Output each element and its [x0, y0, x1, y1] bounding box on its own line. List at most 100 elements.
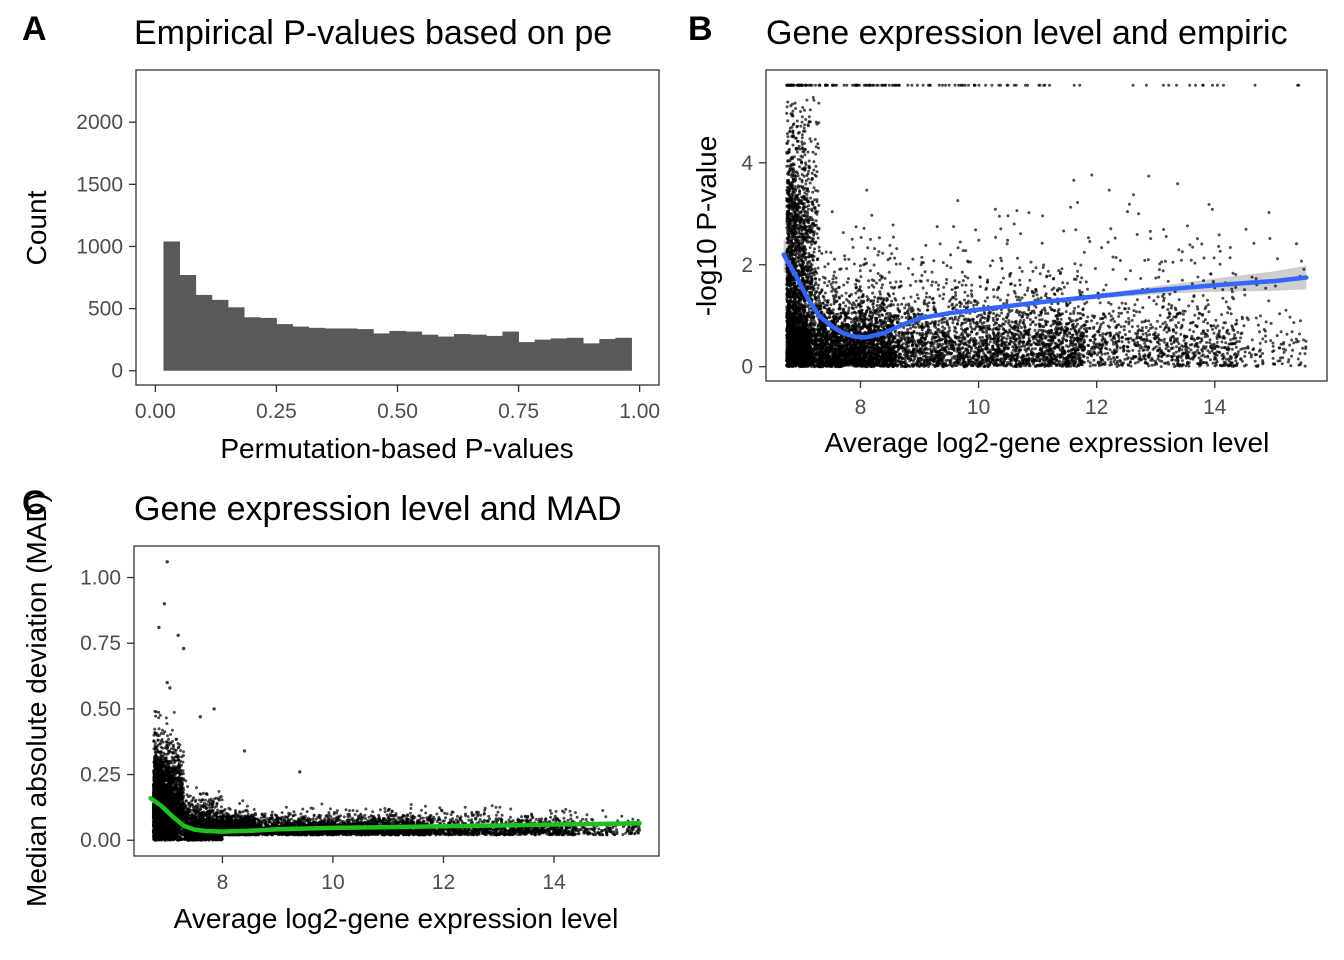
scatter-point — [880, 286, 884, 290]
scatter-point — [1127, 202, 1131, 206]
scatter-point — [941, 317, 945, 321]
scatter-point — [1118, 259, 1122, 262]
scatter-point — [1139, 277, 1143, 280]
scatter-point — [955, 330, 958, 334]
scatter-point — [1132, 338, 1136, 342]
scatter-point — [872, 279, 876, 283]
scatter-point — [1156, 295, 1160, 299]
scatter-point — [972, 321, 976, 325]
scatter-point — [1256, 323, 1260, 327]
scatter-point — [953, 279, 957, 283]
scatter-point — [1201, 294, 1205, 297]
scatter-point — [1017, 295, 1021, 299]
scatter-point — [909, 310, 913, 313]
scatter-point — [924, 355, 928, 359]
scatter-point — [1059, 317, 1063, 321]
scatter-point — [1239, 332, 1243, 336]
scatter-point — [1303, 352, 1307, 356]
scatter-point — [983, 299, 987, 303]
scatter-point — [834, 276, 838, 280]
scatter-point — [1226, 305, 1230, 309]
scatter-point — [1012, 83, 1016, 87]
scatter-point — [791, 131, 795, 135]
scatter-point — [944, 281, 948, 285]
scatter-point — [968, 322, 972, 326]
scatter-point — [931, 296, 935, 300]
scatter-point — [1172, 352, 1176, 355]
x-tick-label: 1.00 — [619, 400, 660, 423]
scatter-point — [1032, 309, 1036, 313]
scatter-point — [920, 312, 924, 316]
scatter-point — [813, 247, 816, 251]
histogram-bar — [518, 342, 536, 371]
scatter-point — [1132, 314, 1136, 318]
scatter-point — [1284, 308, 1288, 312]
scatter-point — [1200, 332, 1204, 336]
y-tick-label: 1000 — [76, 235, 123, 258]
scatter-point — [812, 168, 816, 172]
scatter-point — [947, 347, 951, 351]
panel-letter-b: B — [688, 10, 713, 48]
y-tick-label: 2000 — [76, 111, 123, 134]
scatter-point — [1234, 273, 1238, 276]
scatter-point — [1071, 322, 1075, 326]
scatter-point — [900, 315, 904, 319]
scatter-point — [816, 266, 820, 270]
scatter-point — [1224, 321, 1227, 325]
scatter-point — [1080, 276, 1084, 280]
scatter-point — [808, 246, 812, 250]
scatter-point — [842, 301, 845, 305]
scatter-point — [1288, 315, 1292, 319]
scatter-point — [871, 303, 875, 306]
scatter-point — [800, 140, 804, 144]
scatter-point — [1179, 258, 1183, 262]
scatter-point — [829, 251, 833, 254]
scatter-point — [798, 177, 802, 181]
x-tick-label: 0.00 — [135, 400, 176, 423]
scatter-point — [913, 300, 917, 303]
scatter-point — [910, 83, 914, 87]
scatter-point — [1145, 334, 1149, 338]
scatter-point — [809, 196, 813, 200]
scatter-point — [1065, 304, 1069, 308]
scatter-point — [1298, 319, 1302, 323]
scatter-point — [1243, 364, 1247, 368]
scatter-point — [1035, 293, 1039, 297]
scatter-point — [1128, 330, 1131, 333]
scatter-point — [1031, 347, 1034, 351]
scatter-point — [942, 285, 946, 289]
y-tick-label: 1500 — [76, 173, 123, 196]
scatter-point — [804, 182, 808, 186]
scatter-point — [954, 291, 957, 294]
scatter-point — [876, 272, 880, 275]
scatter-point — [1025, 289, 1029, 292]
scatter-point — [804, 161, 807, 165]
scatter-point — [1166, 279, 1170, 283]
scatter-point — [1214, 357, 1218, 361]
scatter-point — [1180, 348, 1184, 352]
scatter-point — [975, 331, 979, 335]
scatter-point — [905, 311, 909, 314]
scatter-point — [1006, 214, 1010, 218]
scatter-point — [1171, 260, 1175, 264]
scatter-point — [952, 225, 956, 229]
scatter-point — [1000, 311, 1004, 315]
scatter-point — [1165, 330, 1169, 334]
scatter-point — [1292, 341, 1296, 345]
scatter-point — [841, 231, 845, 235]
scatter-point — [876, 300, 880, 304]
scatter-point — [936, 287, 940, 291]
scatter-point — [888, 312, 892, 315]
scatter-point — [1186, 224, 1189, 228]
scatter-point — [1231, 271, 1235, 275]
scatter-point — [1175, 337, 1179, 341]
scatter-point — [892, 292, 895, 296]
scatter-point — [1220, 340, 1224, 344]
scatter-point — [903, 306, 907, 310]
scatter-point — [1294, 337, 1298, 341]
scatter-point — [1237, 340, 1241, 343]
y-tick-label: 500 — [88, 298, 123, 321]
histogram-bar — [389, 330, 406, 371]
scatter-point — [1135, 298, 1139, 302]
